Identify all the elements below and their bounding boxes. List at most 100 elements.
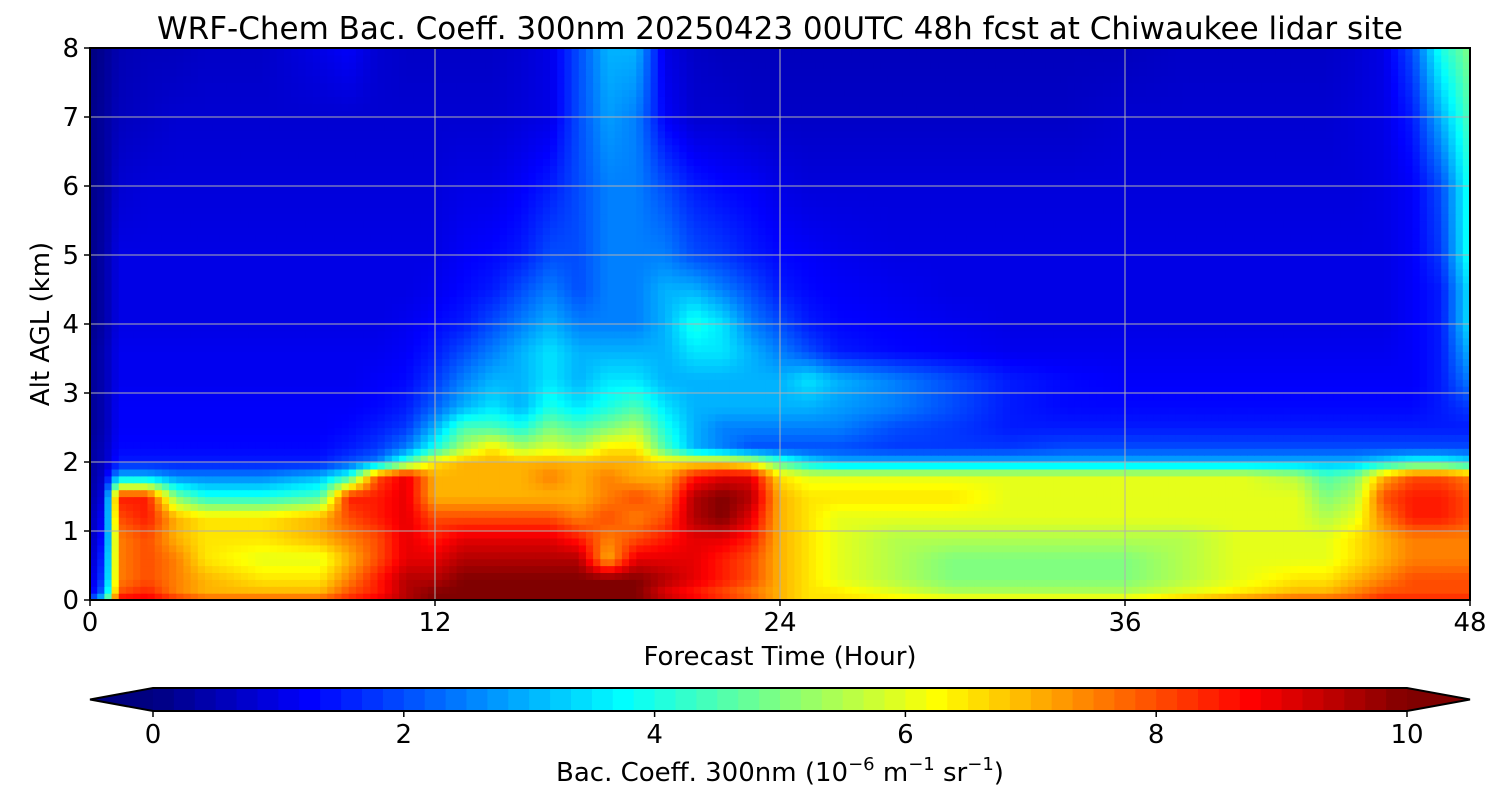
heatmap-cell (276, 434, 285, 442)
heatmap-cell (938, 455, 946, 463)
heatmap-cell (377, 475, 386, 484)
heatmap-cell (1448, 455, 1457, 463)
heatmap-cell (629, 496, 637, 504)
heatmap-cell (571, 420, 580, 429)
heatmap-cell (1290, 565, 1299, 573)
heatmap-cell (1189, 427, 1198, 435)
heatmap-cell (1240, 434, 1248, 442)
heatmap-cell (298, 593, 307, 600)
heatmap-cell (492, 593, 501, 600)
heatmap-cell (1110, 496, 1119, 504)
heatmap-cell (1254, 537, 1263, 546)
heatmap-cell (758, 544, 767, 553)
heatmap-cell (269, 572, 278, 580)
heatmap-cell (212, 441, 220, 449)
heatmap-cell (916, 482, 925, 491)
heatmap-cell (226, 531, 235, 539)
heatmap-cell (1175, 524, 1184, 532)
heatmap-cell (1110, 565, 1119, 573)
heatmap-cell (255, 434, 264, 442)
heatmap-cell (233, 544, 242, 553)
heatmap-cell (1275, 551, 1284, 560)
heatmap-cell (823, 441, 831, 449)
heatmap-cell (1146, 524, 1155, 532)
heatmap-cell (125, 489, 134, 498)
heatmap-cell (420, 586, 429, 594)
heatmap-cell (384, 420, 393, 429)
heatmap-cell (844, 448, 853, 456)
heatmap-cell (772, 517, 781, 525)
heatmap-cell (226, 510, 235, 518)
heatmap-cell (1160, 531, 1169, 539)
heatmap-cell (873, 517, 882, 525)
heatmap-cell (276, 489, 285, 498)
heatmap-cell (974, 503, 982, 511)
heatmap-cell (1024, 475, 1033, 484)
heatmap-cell (118, 544, 127, 553)
heatmap-cell (1132, 524, 1140, 532)
heatmap-cell (1196, 489, 1205, 498)
heatmap-cell (291, 420, 300, 429)
heatmap-cell (557, 489, 565, 498)
heatmap-cell (966, 551, 975, 560)
heatmap-cell (1369, 531, 1378, 539)
heatmap-cell (1060, 427, 1069, 435)
heatmap-cell (248, 510, 256, 518)
heatmap-cell (672, 468, 680, 477)
heatmap-cell (97, 427, 105, 435)
heatmap-cell (787, 455, 795, 463)
heatmap-cell (830, 537, 839, 546)
heatmap-cell (1132, 531, 1140, 539)
heatmap-cell (312, 448, 321, 456)
heatmap-cell (614, 510, 623, 518)
heatmap-cell (1319, 531, 1327, 539)
heatmap-cell (959, 455, 968, 463)
heatmap-cell (700, 475, 709, 484)
heatmap-cell (212, 475, 220, 484)
heatmap-cell (1074, 427, 1083, 435)
heatmap-cell (837, 496, 846, 504)
heatmap-cell (780, 434, 788, 442)
heatmap-cell (118, 572, 127, 580)
heatmap-cell (1340, 593, 1349, 600)
heatmap-cell (1211, 427, 1220, 435)
heatmap-cell (672, 517, 680, 525)
heatmap-cell (140, 455, 149, 463)
heatmap-cell (1067, 434, 1076, 442)
heatmap-cell (1060, 434, 1069, 442)
heatmap-cell (427, 551, 436, 560)
heatmap-cell (399, 475, 407, 484)
heatmap-cell (1347, 496, 1356, 504)
heatmap-cell (183, 544, 192, 553)
heatmap-cell (1139, 434, 1148, 442)
heatmap-cell (700, 524, 709, 532)
heatmap-cell (1038, 572, 1047, 580)
heatmap-cell (1024, 448, 1033, 456)
heatmap-cell (1347, 482, 1356, 491)
heatmap-cell (916, 489, 925, 498)
heatmap-cell (614, 503, 623, 511)
heatmap-cell (399, 517, 407, 525)
heatmap-cell (880, 565, 889, 573)
heatmap-cell (355, 475, 364, 484)
heatmap-cell (1232, 420, 1241, 429)
heatmap-cell (564, 427, 573, 435)
heatmap-cell (1462, 427, 1470, 435)
heatmap-cell (327, 482, 335, 491)
heatmap-cell (363, 565, 371, 573)
heatmap-cell (844, 551, 853, 560)
heatmap-cell (621, 551, 630, 560)
heatmap-cell (736, 531, 745, 539)
heatmap-cell (1247, 551, 1255, 560)
heatmap-cell (844, 510, 853, 518)
heatmap-cell (499, 524, 508, 532)
heatmap-cell (97, 489, 105, 498)
heatmap-cell (1247, 510, 1255, 518)
heatmap-cell (413, 531, 422, 539)
heatmap-cell (1010, 420, 1018, 429)
heatmap-cell (154, 420, 163, 429)
heatmap-cell (1204, 524, 1212, 532)
heatmap-cell (988, 537, 997, 546)
heatmap-cell (1182, 489, 1191, 498)
heatmap-cell (1340, 551, 1349, 560)
